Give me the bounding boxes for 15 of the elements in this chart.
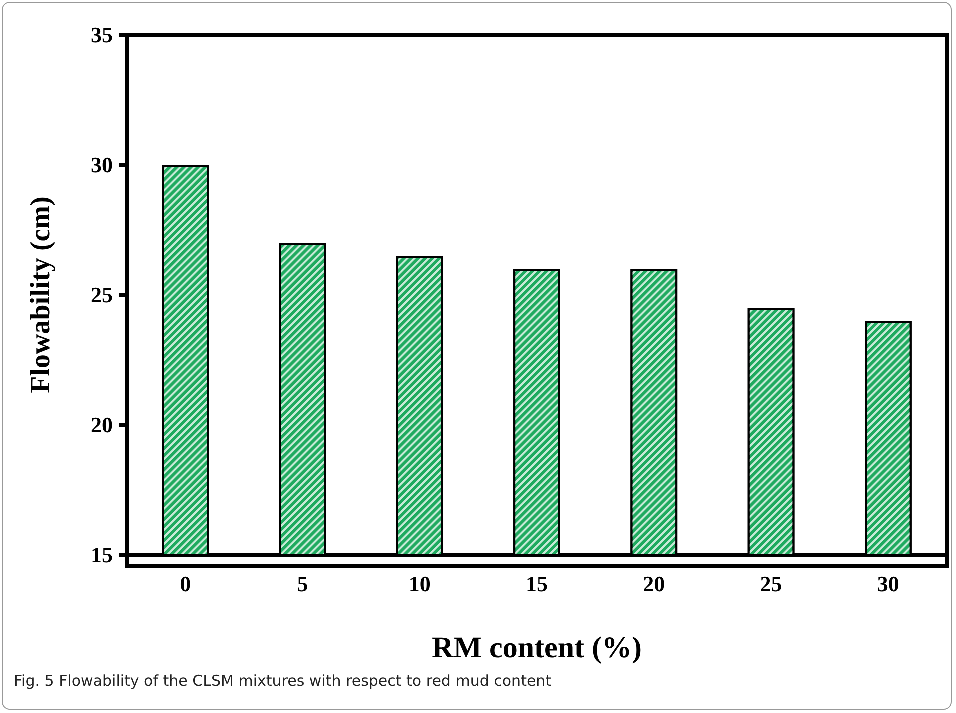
x-tick-label: 20 bbox=[643, 572, 666, 596]
x-tick-label: 5 bbox=[297, 572, 308, 596]
x-axis-title: RM content (%) bbox=[432, 632, 642, 664]
x-tick-label: 30 bbox=[877, 572, 900, 596]
x-tick-label: 25 bbox=[760, 572, 782, 596]
x-tick-label: 15 bbox=[526, 572, 548, 596]
y-tick-label: 25 bbox=[91, 282, 113, 308]
x-tick-label: 10 bbox=[408, 572, 431, 596]
y-tick-label: 35 bbox=[91, 22, 113, 48]
x-tick-label: 0 bbox=[180, 572, 192, 596]
y-tick-label: 20 bbox=[91, 412, 113, 438]
y-axis-title: Flowability (cm) bbox=[26, 196, 56, 394]
y-tick-label: 30 bbox=[91, 152, 113, 178]
caption: Fig. 5 Flowability of the CLSM mixtures with respect to red mud content bbox=[14, 672, 552, 690]
y-tick-label: 15 bbox=[91, 542, 113, 568]
